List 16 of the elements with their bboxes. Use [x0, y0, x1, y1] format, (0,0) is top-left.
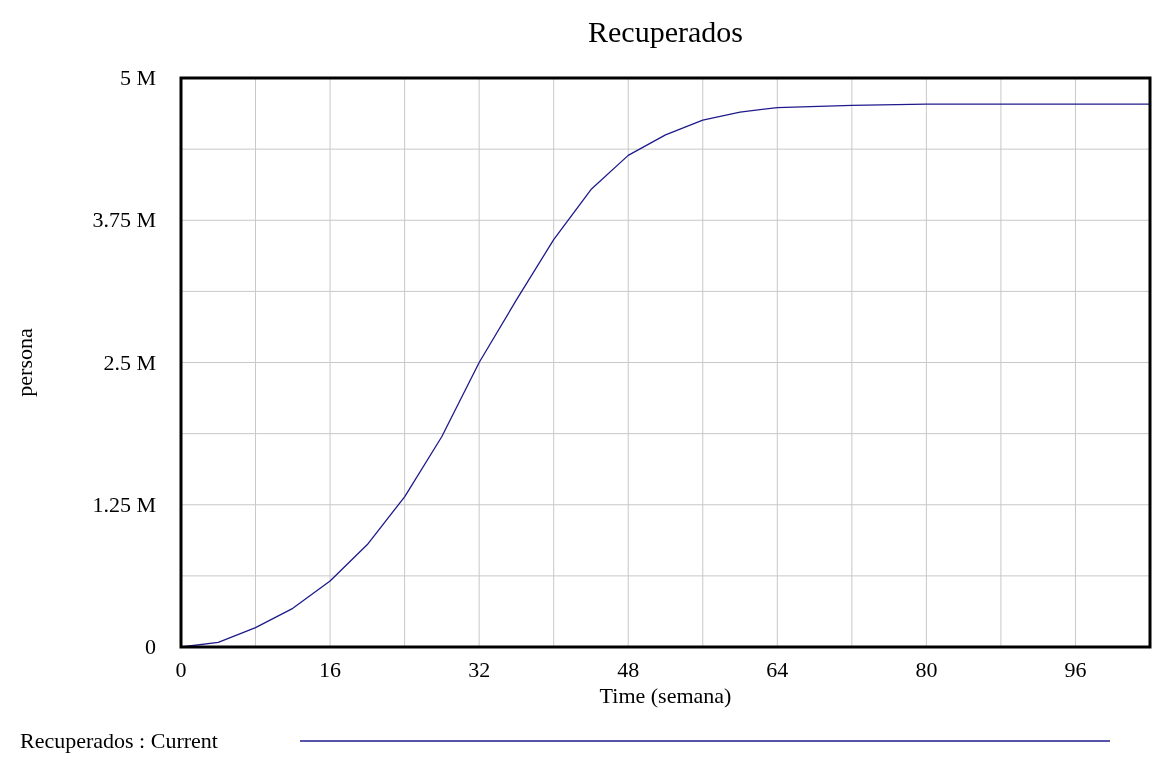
x-tick-label: 48: [617, 657, 640, 682]
chart-title: Recuperados: [588, 15, 743, 48]
y-tick-label: 2.5 M: [103, 349, 156, 375]
y-tick-label: 0: [145, 634, 156, 659]
x-tick-label: 0: [175, 657, 187, 682]
x-tick-label: 96: [1064, 657, 1087, 682]
y-tick-label: 3.75 M: [92, 207, 156, 233]
x-axis-title: Time (semana): [599, 683, 732, 708]
text: Recuperados : Current: [20, 728, 218, 753]
y-tick-label: 1.25 M: [92, 491, 156, 517]
y-axis-title: persona: [12, 328, 37, 397]
x-tick-label: 16: [319, 657, 342, 682]
y-tick-label: 5 M: [119, 65, 156, 90]
x-tick-label: 32: [468, 657, 491, 682]
x-tick-label: 64: [766, 657, 789, 682]
x-tick-label: 80: [915, 657, 938, 682]
